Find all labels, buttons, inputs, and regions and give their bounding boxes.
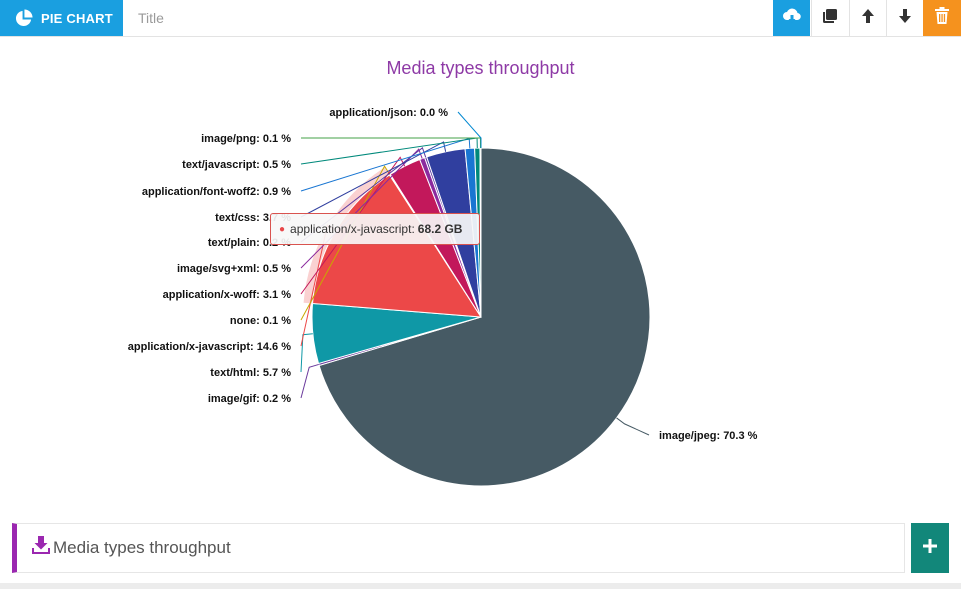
plus-icon: [923, 538, 937, 558]
slice-label: image/png: 0.1 %: [201, 133, 291, 145]
slice-label: application/font-woff2: 0.9 %: [142, 186, 291, 198]
slice-label: image/jpeg: 70.3 %: [659, 430, 758, 442]
label-connector: [300, 363, 319, 399]
delete-button[interactable]: [923, 0, 961, 36]
copy-icon: [822, 8, 838, 29]
label-connector: [300, 147, 427, 243]
slice-label: image/gif: 0.2 %: [208, 393, 291, 405]
slice-label: application/json: 0.0 %: [329, 107, 448, 119]
caption-text: Media types throughput: [53, 538, 231, 557]
chart-tooltip: ● application/x-javascript:68.2 GB: [270, 213, 480, 245]
slice-label: text/html: 5.7 %: [210, 367, 291, 379]
download-icon: [31, 535, 51, 560]
tooltip-name: application/x-javascript: [290, 222, 412, 236]
label-connector: [300, 141, 447, 218]
chart-title: Media types throughput: [386, 58, 575, 78]
add-button[interactable]: [911, 523, 949, 573]
slice-highlight-halo: [303, 167, 390, 304]
label-connector: [300, 333, 313, 373]
cloud-download-icon: [782, 7, 802, 30]
bottom-scroll-strip: [0, 583, 961, 589]
slice-label: text/javascript: 0.5 %: [182, 159, 291, 171]
move-up-button[interactable]: [849, 0, 886, 36]
pie-slice-image-jpeg[interactable]: [318, 147, 651, 487]
tooltip-value: 68.2 GB: [417, 222, 463, 236]
arrow-up-icon: [861, 8, 875, 29]
chart-type-badge[interactable]: PIE CHART: [0, 0, 123, 36]
tooltip-series-dot: ●: [279, 223, 286, 235]
arrow-down-icon: [898, 8, 912, 29]
pie-chart-icon: [14, 9, 33, 33]
chart-caption-panel[interactable]: Media types throughput: [12, 523, 905, 573]
title-input[interactable]: [124, 0, 769, 36]
chart-type-label: PIE CHART: [41, 11, 113, 26]
slice-label: none: 0.1 %: [230, 315, 291, 327]
trash-icon: [935, 7, 949, 29]
download-button[interactable]: [773, 0, 810, 36]
pie-chart: image/jpeg: 70.3 % image/gif: 0.2 % text/h…: [128, 107, 758, 487]
toolbar: PIE CHART: [0, 0, 961, 37]
duplicate-button[interactable]: [811, 0, 848, 36]
slice-label: application/x-woff: 3.1 %: [163, 289, 292, 301]
slice-label: application/x-javascript: 14.6 %: [128, 341, 291, 353]
move-down-button[interactable]: [886, 0, 923, 36]
slice-label: image/svg+xml: 0.5 %: [177, 263, 291, 275]
label-connector: [457, 111, 482, 148]
label-connector: [616, 417, 650, 436]
label-connector: [300, 165, 391, 321]
